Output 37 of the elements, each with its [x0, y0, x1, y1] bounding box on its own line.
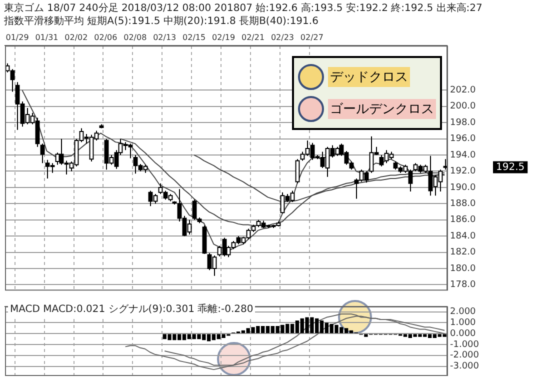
- x-tick-label: 02/13: [153, 32, 176, 42]
- chart-title: 東京ゴム 18/07 240分足 2018/03/12 08:00 201807 始:192.6 高:193.5 安:192.2 終:192.5 出来高:27: [4, 2, 482, 15]
- note-box: デッドクロス ゴールデンクロス: [292, 56, 442, 130]
- y-tick-label: 182.0: [450, 248, 476, 258]
- y-tick-label: -2.000: [450, 350, 480, 361]
- chart-title: MACD MACD:0.021 シグナル(9):0.301 乖離:-0.280: [8, 304, 256, 316]
- y-tick-label: 200.0: [450, 102, 476, 112]
- y-tick-label: 184.0: [450, 231, 476, 242]
- y-tick-label: 178.0: [450, 280, 476, 290]
- x-tick-label: 02/19: [212, 32, 236, 42]
- y-tick-label: 180.0: [450, 264, 476, 274]
- x-tick-label: 02/15: [182, 32, 206, 42]
- y-tick-label: 190.0: [450, 182, 476, 193]
- y-tick-label: -1.000: [450, 340, 480, 350]
- y-tick-label: 0.000: [450, 328, 476, 339]
- chart-subtitle: 指数平滑移動平均 短期A(5):191.5 中期(20):191.8 長期B(40):191.6: [4, 15, 320, 28]
- x-tick-label: 02/02: [64, 32, 88, 42]
- annotation: ゴールデンクロス: [328, 99, 436, 119]
- annotation: デッドクロス: [328, 67, 410, 87]
- x-tick-label: 02/27: [300, 32, 324, 42]
- text: 192.5: [496, 162, 525, 173]
- y-tick-label: 196.0: [450, 134, 476, 144]
- y-tick-label: 2.000: [450, 307, 476, 318]
- x-tick-label: 02/08: [124, 32, 147, 42]
- x-tick-label: 02/06: [94, 32, 118, 42]
- y-tick-label: 1.000: [450, 318, 476, 328]
- y-tick-label: -3.000: [450, 362, 480, 372]
- x-tick-label: 02/23: [270, 32, 294, 42]
- y-tick-label: 198.0: [450, 118, 476, 128]
- y-tick-label: 186.0: [450, 215, 476, 226]
- x-tick-label: 02/21: [241, 32, 265, 42]
- y-tick-label: 194.0: [450, 150, 476, 160]
- x-tick-label: 01/31: [35, 32, 58, 42]
- y-tick-label: 192.0: [450, 166, 476, 177]
- y-tick-label: 202.0: [450, 86, 476, 96]
- y-tick-label: 188.0: [450, 199, 476, 210]
- x-tick-label: 01/29: [6, 32, 29, 42]
